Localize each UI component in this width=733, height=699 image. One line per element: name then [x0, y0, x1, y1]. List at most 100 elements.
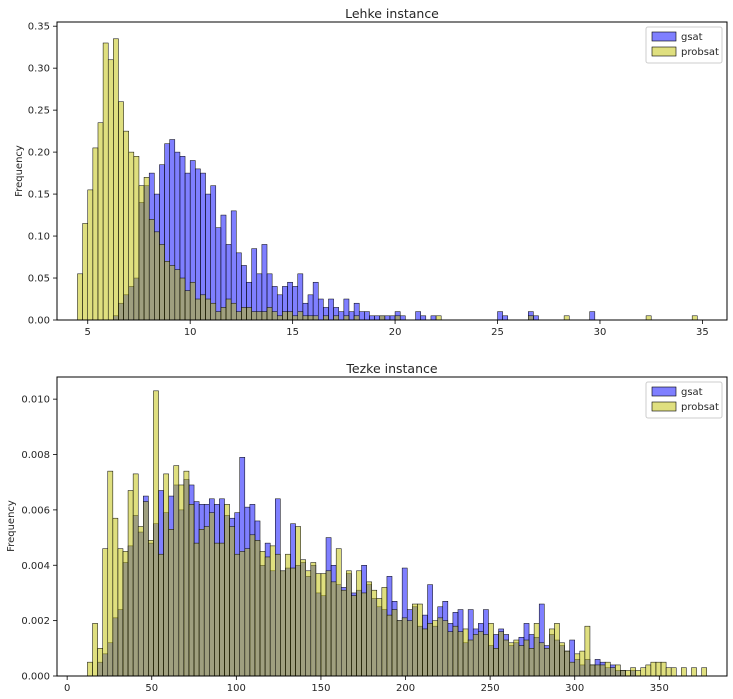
legend-label-gsat: gsat [681, 32, 703, 43]
probsat-bar-65 [417, 603, 423, 677]
probsat-bar-26 [219, 542, 225, 677]
x-tick-label: 15 [286, 327, 299, 338]
probsat-bar-35 [264, 556, 271, 677]
probsat-bar-48 [330, 581, 337, 677]
probsat-bar-113 [660, 661, 667, 677]
probsat-bar-82 [503, 639, 510, 677]
probsat-bar-11 [143, 501, 149, 677]
gsat-bar-19 [210, 185, 217, 321]
legend: gsat probsat [645, 381, 723, 419]
y-tick-label: 0.002 [21, 616, 50, 627]
probsat-bar-5 [112, 517, 119, 677]
probsat-bar-15 [154, 231, 160, 321]
y-tick-label: 0.35 [28, 22, 50, 33]
gsat-bar-54 [389, 315, 396, 321]
probsat-bar-18 [169, 265, 176, 321]
probsat-bar-76 [472, 634, 479, 677]
probsat-bar-100 [594, 664, 601, 677]
probsat-bar-51 [346, 570, 352, 677]
probsat-bar-30 [239, 551, 246, 677]
gsat-bar-42 [328, 298, 334, 321]
probsat-bar-45 [315, 573, 322, 677]
legend-swatch-gsat [651, 31, 677, 42]
probsat-bar-55 [563, 315, 570, 321]
probsat-bars [87, 390, 707, 677]
gsat-bar-29 [261, 244, 268, 321]
histogram-tezke: Tezke instance 0 50 100 150 200 250 300 350 0.0… [6, 361, 728, 694]
probsat-bar-43 [297, 311, 304, 321]
probsat-bar-13 [153, 390, 159, 677]
probsat-bar-0 [87, 661, 93, 677]
gsat-bar-39 [312, 281, 319, 321]
probsat-bar-99 [589, 664, 596, 677]
probsat-bar-39 [285, 553, 291, 677]
legend-label-probsat: probsat [681, 402, 719, 413]
probsat-bar-38 [271, 311, 278, 321]
probsat-bar-27 [224, 504, 230, 677]
probsat-bar-41 [295, 526, 301, 677]
probsat-bar-19 [183, 470, 190, 677]
probsat-bar-74 [462, 628, 469, 677]
y-tick-label: 0.10 [28, 232, 50, 243]
probsat-bar-37 [266, 307, 273, 321]
probsat-bar-0 [77, 273, 83, 321]
probsat-bar-24 [200, 294, 206, 321]
probsat-bar-52 [351, 595, 357, 677]
probsat-bar-48 [333, 315, 339, 321]
probsat-bar-28 [229, 526, 235, 677]
probsat-bar-16 [159, 244, 165, 321]
probsat-bar-3 [102, 548, 109, 677]
histogram-lehke: Lehke instance 5 10 15 20 25 30 35 0.00 0.05 0.1… [14, 6, 728, 338]
probsat-bar-25 [205, 298, 211, 321]
probsat-bar-79 [488, 623, 494, 677]
probsat-bar-2 [97, 648, 103, 677]
probsat-bar-47 [325, 570, 332, 677]
gsat-bar-57 [415, 311, 421, 321]
x-tick-label: 35 [696, 327, 709, 338]
x-tick-label: 150 [311, 683, 330, 694]
probsat-bar-2 [87, 189, 94, 321]
x-tick-label: 300 [565, 683, 584, 694]
probsat-bar-10 [128, 151, 135, 321]
x-tick-label: 30 [594, 327, 607, 338]
probsat-bar-9 [132, 473, 139, 677]
probsat-bar-43 [305, 570, 312, 677]
probsat-bar-70 [442, 620, 449, 677]
probsat-bar-25 [214, 542, 220, 677]
probsat-bar-44 [310, 562, 317, 677]
probsat-bar-6 [107, 59, 114, 321]
probsat-bar-98 [584, 625, 591, 677]
legend-label-probsat: probsat [681, 47, 719, 58]
probsat-bar-116 [681, 667, 687, 677]
y-tick-label: 0.25 [28, 106, 50, 117]
y-tick-label: 0.30 [28, 64, 50, 75]
probsat-bar-7 [113, 38, 119, 321]
legend-swatch-gsat [651, 386, 677, 397]
probsat-bar-92 [554, 623, 560, 677]
probsat-bar-86 [523, 639, 530, 677]
x-tick-label: 5 [85, 327, 91, 338]
probsat-bar-56 [645, 315, 652, 321]
gsat-bar-24 [236, 252, 242, 321]
probsat-bar-24 [209, 512, 215, 677]
gsat-bar-44 [338, 311, 345, 321]
probsat-bar-53 [356, 570, 362, 677]
x-tick-label: 350 [650, 683, 669, 694]
probsat-bar-101 [599, 664, 606, 677]
probsat-bar-87 [528, 648, 535, 677]
legend-label-gsat: gsat [681, 387, 703, 398]
probsat-bar-35 [256, 311, 263, 321]
gsat-bar-46 [348, 311, 355, 321]
probsat-bar-105 [620, 670, 626, 677]
probsat-bar-59 [386, 614, 393, 677]
probsat-bar-34 [251, 311, 258, 321]
gsat-bar-53 [384, 315, 391, 321]
probsat-bar-114 [665, 667, 672, 677]
probsat-bar-104 [615, 664, 621, 677]
probsat-bar-20 [188, 504, 195, 677]
probsat-bar-50 [340, 589, 347, 677]
y-tick-label: 0.008 [21, 450, 50, 461]
y-tick-label: 0.000 [21, 672, 50, 683]
probsat-bar-63 [406, 620, 413, 677]
probsat-bar-5 [102, 42, 109, 321]
